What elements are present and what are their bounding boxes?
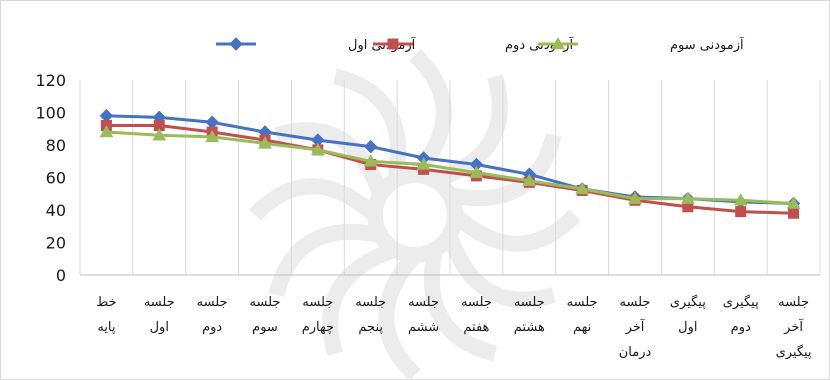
data-point: [522, 173, 537, 187]
y-tick-label: 120: [35, 71, 66, 90]
x-tick-label: پیگیری اول: [670, 294, 706, 335]
x-tick-label: جلسه ششم: [408, 295, 439, 335]
data-point: [628, 191, 642, 204]
data-point: [551, 36, 565, 50]
y-tick-label: 60: [46, 169, 66, 188]
watermark-ring: [367, 167, 463, 263]
series-line: [106, 130, 794, 205]
x-tick-label: جلسه دوم: [197, 295, 228, 335]
watermark-petal: [378, 249, 422, 380]
y-tick-label: 80: [46, 136, 66, 155]
data-point: [258, 136, 272, 149]
data-point: [364, 139, 378, 154]
x-tick-label: جلسه هفتم: [461, 295, 492, 335]
x-tick-label: خط پایه: [96, 295, 116, 335]
data-point: [229, 37, 243, 51]
y-tick-label: 20: [46, 234, 66, 253]
x-tick-label: جلسه سوم: [250, 295, 281, 335]
data-point: [786, 196, 801, 209]
data-point: [311, 142, 325, 156]
plot-area: [99, 109, 801, 219]
x-tick-label: جلسه نهم: [567, 295, 598, 335]
data-point: [735, 206, 747, 218]
y-tick-label: 40: [46, 201, 66, 220]
watermark-petal: [449, 208, 581, 252]
series-line: [106, 124, 794, 215]
watermark-petal: [442, 232, 556, 308]
data-point: [681, 191, 695, 204]
watermark-petal: [268, 223, 382, 298]
x-tick-label: جلسه هشتم: [514, 295, 545, 335]
x-tick-label: جلسه اول: [144, 295, 175, 335]
data-point: [575, 181, 589, 195]
y-tick-label: 100: [35, 104, 66, 123]
x-tick-label: پیگیری دوم: [723, 294, 759, 335]
data-point: [733, 193, 748, 206]
data-point: [416, 157, 431, 170]
data-point: [152, 128, 167, 141]
y-tick-label: 0: [56, 266, 66, 285]
x-axis: خط پایه جلسه اول جلسه دوم جلسه سوم جلسه چهارم جلسه…: [96, 294, 812, 360]
data-point: [469, 165, 484, 178]
y-axis: 0 20 40 60 80 100 120: [35, 71, 820, 285]
data-point: [363, 154, 378, 167]
watermark-petal: [322, 242, 398, 356]
watermark-petal: [249, 178, 381, 222]
x-tick-label: جلسه پنجم: [355, 295, 386, 335]
data-point: [387, 38, 399, 50]
x-tick-label: جلسه چهارم: [302, 295, 334, 335]
legend-item: آزمودنی سوم: [538, 36, 745, 53]
watermark-petal: [448, 132, 562, 207]
x-tick-label: جلسه آخر درمان: [619, 295, 652, 360]
legend-label: آزمودنی سوم: [670, 36, 745, 53]
series-3: [99, 124, 801, 209]
watermark-petal: [274, 122, 388, 198]
data-point: [99, 124, 114, 138]
data-point: [788, 207, 800, 219]
data-point: [205, 129, 219, 143]
x-tick-label: جلسه آخر پیگیری: [776, 295, 812, 360]
watermark-petal: [423, 248, 498, 362]
